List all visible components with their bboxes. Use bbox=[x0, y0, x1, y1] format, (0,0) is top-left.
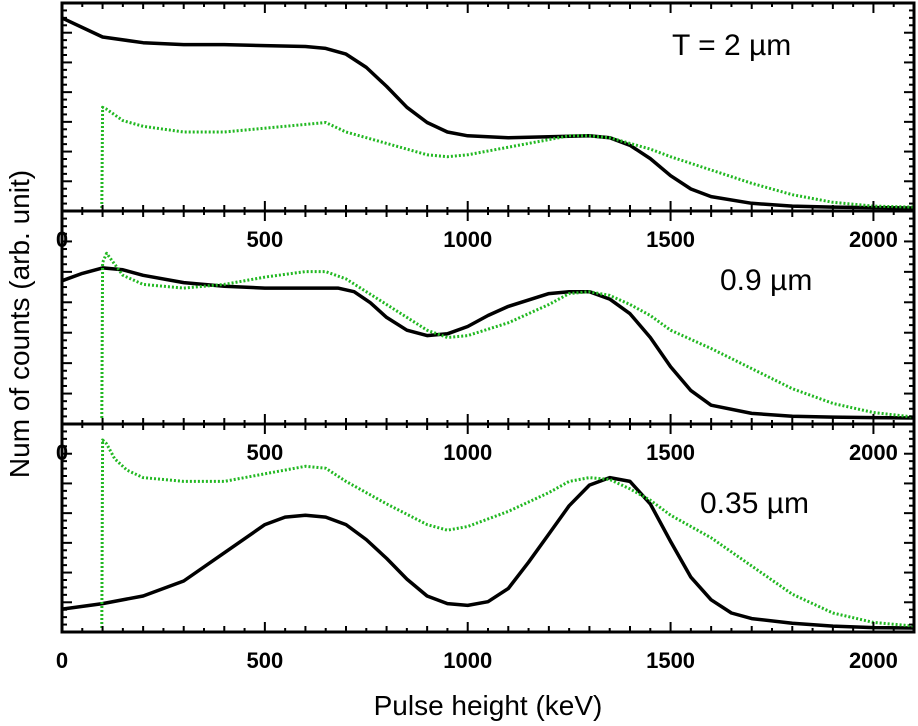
x-tick-label: 2000 bbox=[849, 648, 898, 673]
panel-3: 0 500 1000 1500 2000 0.35 µm bbox=[56, 422, 916, 673]
measurement-line bbox=[100, 105, 914, 209]
panels: 0 500 1000 1500 2000 T = 2 µm 0 500 1000 1500 2000… bbox=[56, 1, 916, 673]
thickness-annotation: T = 2 µm bbox=[672, 29, 791, 62]
x-tick-label: 500 bbox=[246, 648, 283, 673]
x-tick-label: 0 bbox=[56, 648, 68, 673]
simulation-line bbox=[62, 16, 914, 210]
x-tick-label: 500 bbox=[246, 227, 283, 252]
simulation-line bbox=[62, 266, 914, 420]
x-tick-label: 1500 bbox=[646, 227, 695, 252]
x-tick-label: 500 bbox=[246, 440, 283, 465]
thickness-annotation: 0.35 µm bbox=[700, 487, 809, 520]
thickness-annotation: 0.9 µm bbox=[720, 264, 812, 297]
x-tick-label: 1000 bbox=[443, 440, 492, 465]
x-tick-label: 2000 bbox=[849, 227, 898, 252]
simulation-line bbox=[62, 475, 914, 630]
x-tick-label: 2000 bbox=[849, 440, 898, 465]
measurement-line bbox=[100, 438, 914, 629]
x-tick-label: 1000 bbox=[443, 227, 492, 252]
y-axis-label: Num of counts (arb. unit) bbox=[4, 170, 35, 478]
x-tick-label: 1500 bbox=[646, 648, 695, 673]
x-tick-label: 1000 bbox=[443, 648, 492, 673]
x-axis-label: Pulse height (keV) bbox=[374, 690, 603, 721]
x-tick-label: 1500 bbox=[646, 440, 695, 465]
